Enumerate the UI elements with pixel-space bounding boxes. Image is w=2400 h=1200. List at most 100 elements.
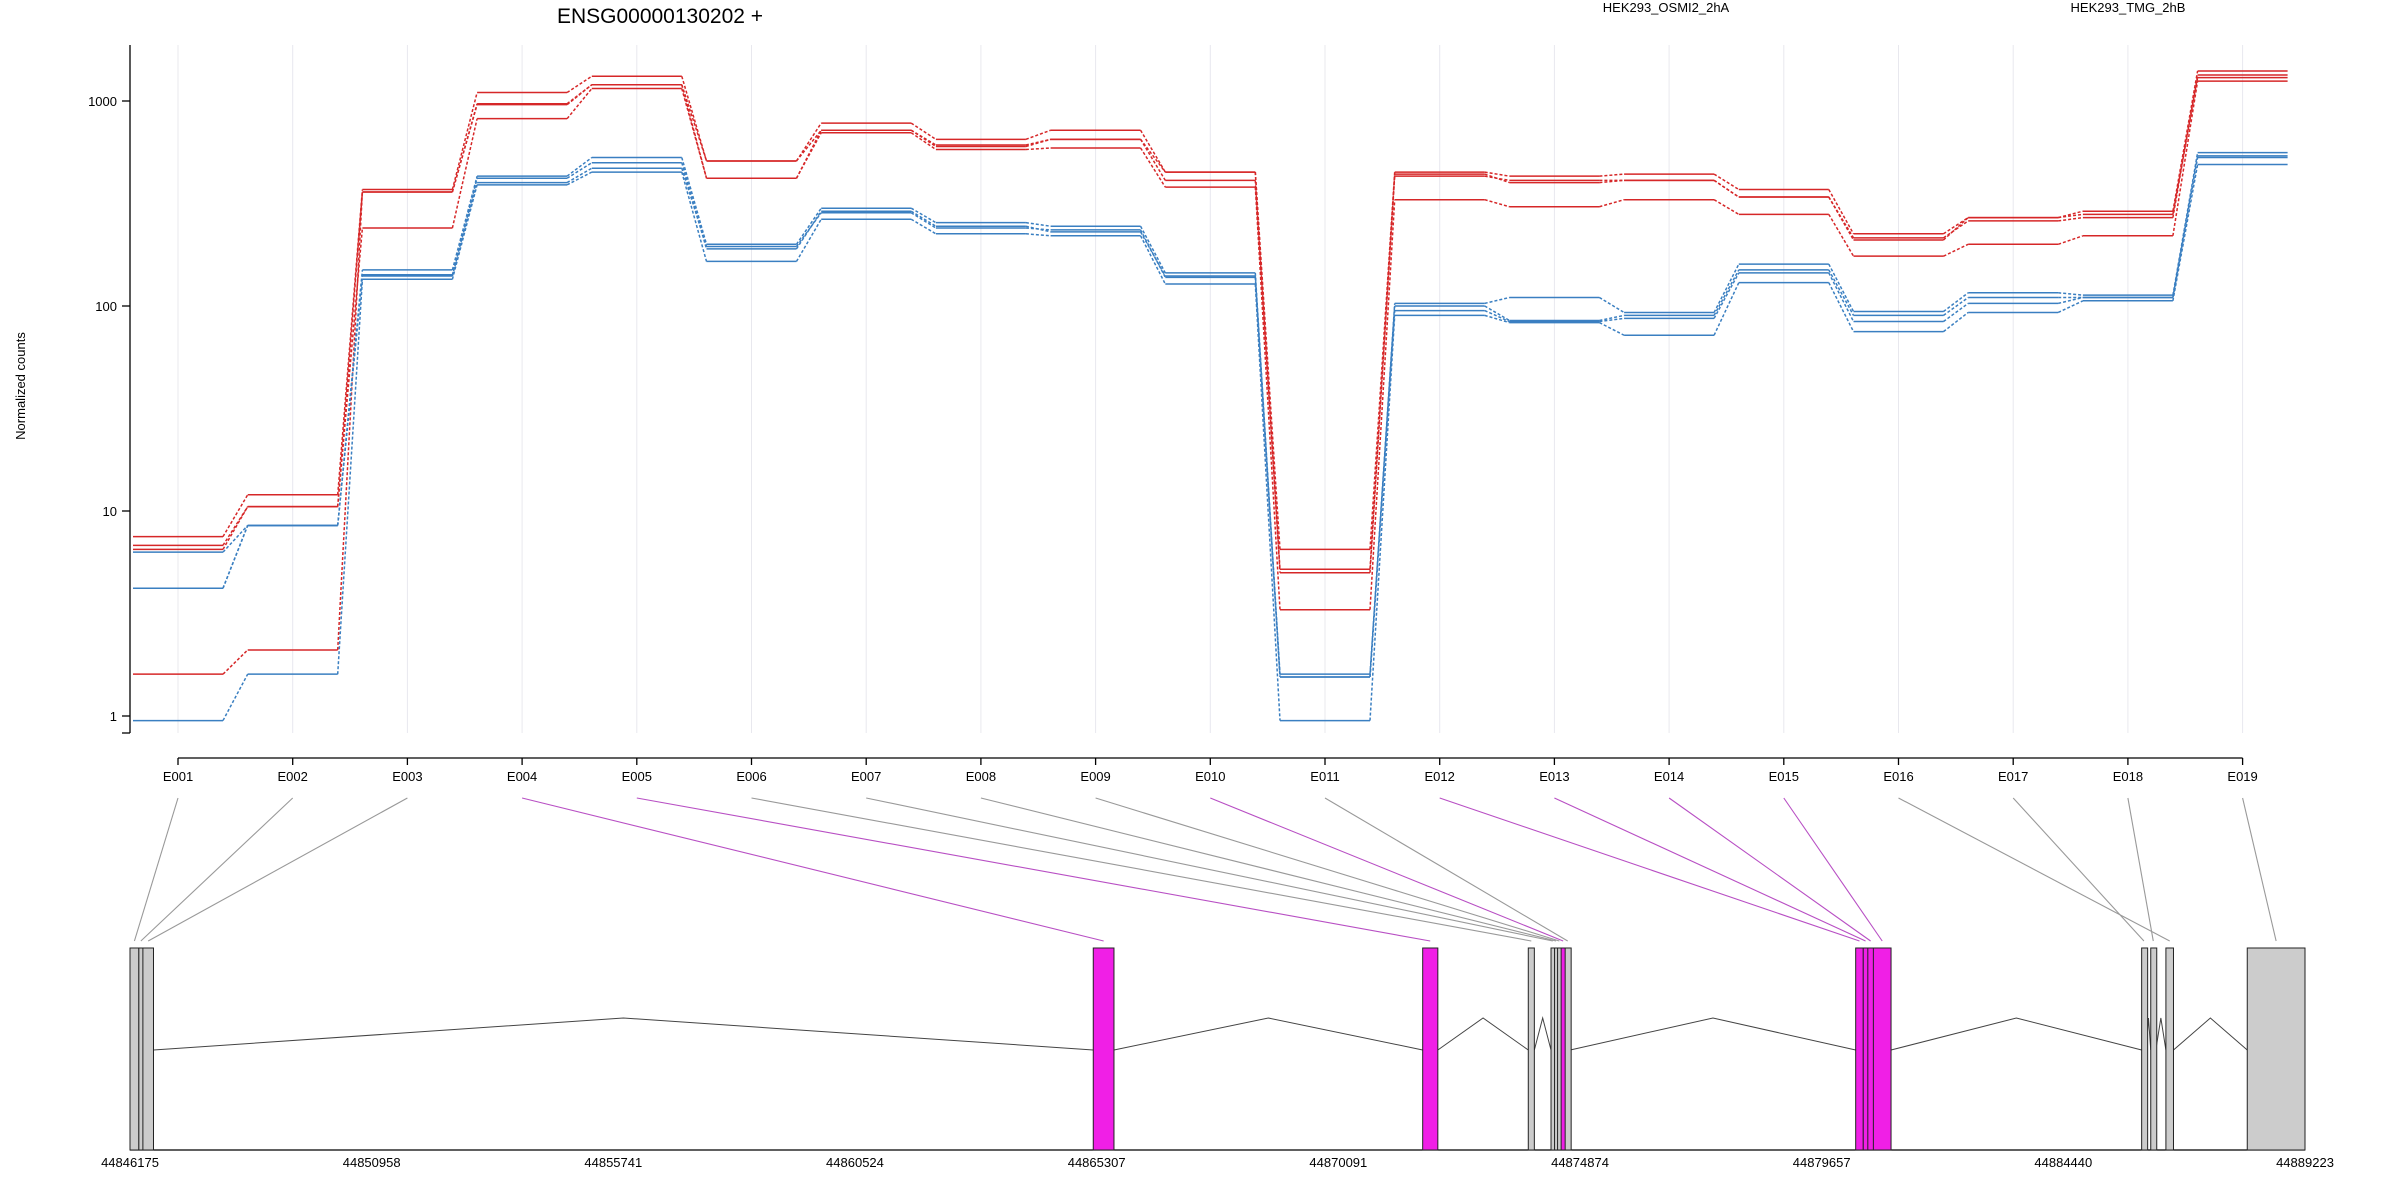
series-4-connector-7 <box>910 129 937 148</box>
series-line-3 <box>133 80 2288 611</box>
genomic-coordinate-label-1: 44846175 <box>101 1155 159 1170</box>
series-7-connector-16 <box>1943 311 1969 333</box>
x-tick-label-e010: E010 <box>1195 769 1225 784</box>
series-1-connector-14 <box>1713 173 1740 191</box>
series-3-connector-14 <box>1713 199 1740 215</box>
series-7-connector-9 <box>1139 235 1166 285</box>
x-tick-label-e003: E003 <box>392 769 422 784</box>
x-tick-label-e015: E015 <box>1769 769 1799 784</box>
series-line-7 <box>133 163 2288 722</box>
series-1-connector-9 <box>1139 129 1166 173</box>
x-tick-label-e017: E017 <box>1998 769 2028 784</box>
series-4-connector-9 <box>1140 138 1166 173</box>
series-7-connector-5 <box>681 171 708 262</box>
exon-block-e016 <box>2165 947 2174 1151</box>
x-tick-label-e019: E019 <box>2227 769 2257 784</box>
connector-e015 <box>1783 797 1883 942</box>
series-8-connector-13 <box>1599 314 1625 322</box>
connector-e013 <box>1554 797 1866 942</box>
series-3-connector-2 <box>336 227 364 507</box>
axes: 1 10 100 1000 E001 E002 E003 E004 E005 E006 E007 E0… <box>88 45 2258 784</box>
series-5-connector-13 <box>1599 296 1625 314</box>
legend-label-tmg: HEK293_TMG_2hB <box>2071 0 2186 15</box>
series-1-connector-1 <box>222 494 249 537</box>
chart-title: ENSG00000130202 + <box>557 5 763 28</box>
series-1-connector-8 <box>1025 129 1051 141</box>
connector-e004 <box>521 797 1104 942</box>
connector-e006 <box>751 797 1532 942</box>
intron-4 <box>1113 1017 1423 1051</box>
series-6-connector-15 <box>1828 272 1855 322</box>
series-8-connector-8 <box>1025 225 1051 233</box>
series-5-connector-12 <box>1484 296 1510 305</box>
y-tick-label-10: 10 <box>103 504 117 519</box>
series-7-connector-13 <box>1599 321 1625 336</box>
series-2-connector-12 <box>1484 175 1510 182</box>
x-tick-label-e012: E012 <box>1425 769 1455 784</box>
series-1-connector-7 <box>910 122 937 140</box>
series-1-connector-12 <box>1484 171 1510 177</box>
exon-block-e015 <box>1872 947 1892 1151</box>
x-tick-label-e004: E004 <box>507 769 537 784</box>
series-3-connector-5 <box>681 88 708 179</box>
series-1-connector-11 <box>1369 172 1396 550</box>
genomic-coordinate-label-5: 44865307 <box>1068 1155 1126 1170</box>
genomic-coordinate-label-4: 44860524 <box>826 1155 884 1170</box>
x-tick-label-e016: E016 <box>1883 769 1913 784</box>
x-tick-label-e013: E013 <box>1539 769 1569 784</box>
genomic-coordinate-label-7: 44874874 <box>1551 1155 1609 1170</box>
series-1-connector-15 <box>1828 189 1855 235</box>
series-8-connector-14 <box>1713 269 1740 316</box>
series-8-connector-1 <box>222 524 249 553</box>
x-tick-label-e018: E018 <box>2113 769 2143 784</box>
series-8-connector-10 <box>1254 275 1281 678</box>
series-8-connector-11 <box>1369 305 1396 678</box>
series-1-connector-17 <box>2058 210 2084 219</box>
series-3-connector-10 <box>1254 187 1281 610</box>
series-5-connector-3 <box>451 175 478 271</box>
series-3-connector-11 <box>1369 199 1396 610</box>
series-7-connector-12 <box>1484 314 1510 324</box>
connector-e001 <box>133 797 179 942</box>
x-tick-label-e006: E006 <box>736 769 766 784</box>
genomic-coordinate-label-3: 44855741 <box>584 1155 642 1170</box>
x-tick-label-e001: E001 <box>163 769 193 784</box>
series-4-connector-15 <box>1828 196 1855 241</box>
series-4-connector-1 <box>222 649 249 675</box>
connector-e011 <box>1324 797 1568 942</box>
connector-e019 <box>2242 797 2277 942</box>
connector-e014 <box>1668 797 1871 942</box>
y-tick-label-1000: 1000 <box>88 94 117 109</box>
exon-block-e018 <box>2150 947 2158 1151</box>
series-3-connector-9 <box>1139 147 1166 188</box>
series-7-connector-18 <box>2172 164 2199 301</box>
series-4-connector-16 <box>1942 217 1969 241</box>
series-4-connector-18 <box>2172 77 2199 215</box>
exon-block-e003 <box>142 947 154 1151</box>
genomic-coordinate-label-8: 44879657 <box>1793 1155 1851 1170</box>
series-6-connector-1 <box>222 525 249 589</box>
grid-lines <box>177 45 2244 733</box>
series-3-connector-16 <box>1943 243 1969 257</box>
y-tick-label-1: 1 <box>110 709 117 724</box>
series-8-connector-3 <box>451 178 478 277</box>
series-5-connector-5 <box>681 157 708 245</box>
intron-17 <box>2155 1017 2167 1051</box>
series-5-connector-8 <box>1025 221 1051 227</box>
x-tick-label-e011: E011 <box>1310 769 1339 784</box>
series-8-connector-9 <box>1139 231 1166 277</box>
series-8-connector-4 <box>566 162 593 179</box>
series-3-connector-8 <box>1025 147 1051 151</box>
series-4-connector-4 <box>566 84 593 105</box>
series-8-connector-15 <box>1828 269 1855 316</box>
series-7-connector-2 <box>336 279 364 675</box>
series-line-4 <box>133 76 2288 675</box>
x-tick-label-e008: E008 <box>966 769 996 784</box>
series-lines <box>133 70 2288 722</box>
y-axis-label: Normalized counts <box>13 332 28 440</box>
series-1-connector-3 <box>451 92 478 190</box>
series-3-connector-7 <box>910 132 937 151</box>
series-3-connector-18 <box>2172 81 2199 236</box>
series-3-connector-6 <box>795 132 822 179</box>
